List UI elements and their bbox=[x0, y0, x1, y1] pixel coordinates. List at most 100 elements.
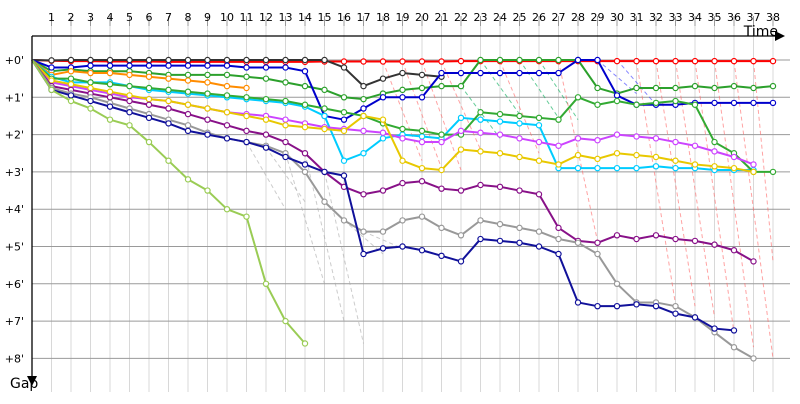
series-point bbox=[243, 112, 250, 120]
gap-connector-line bbox=[421, 61, 462, 171]
series-point bbox=[223, 82, 231, 90]
series-point bbox=[204, 116, 211, 123]
series-point bbox=[555, 235, 562, 243]
series-point bbox=[360, 250, 367, 258]
gap-connector-line bbox=[324, 171, 364, 344]
series-point bbox=[613, 302, 621, 310]
series-point bbox=[321, 86, 328, 94]
x-tick-label: 32 bbox=[649, 11, 663, 24]
series-point bbox=[321, 168, 328, 176]
series-point bbox=[652, 99, 660, 107]
series-point bbox=[223, 205, 231, 213]
series-point bbox=[340, 217, 348, 224]
series-point bbox=[126, 82, 133, 90]
series-point bbox=[418, 58, 426, 65]
series-point bbox=[711, 163, 718, 170]
x-tick-label: 10 bbox=[220, 11, 234, 24]
series-point bbox=[106, 81, 114, 88]
gap-connector-line bbox=[714, 61, 754, 348]
series-point bbox=[145, 101, 153, 108]
x-tick-label: 27 bbox=[552, 11, 566, 24]
series-point bbox=[87, 97, 94, 105]
series-point bbox=[496, 56, 504, 64]
x-tick-label: 23 bbox=[474, 11, 488, 24]
series-point bbox=[126, 71, 133, 79]
series-point bbox=[535, 56, 543, 64]
series-point bbox=[184, 127, 192, 135]
series-point bbox=[184, 62, 192, 69]
series-point bbox=[301, 168, 309, 176]
series-point bbox=[633, 164, 640, 172]
series-point bbox=[67, 67, 75, 75]
x-tick-label: 5 bbox=[126, 11, 133, 24]
series-point bbox=[477, 109, 484, 116]
gap-connector-line bbox=[558, 61, 598, 242]
series-point bbox=[730, 153, 738, 161]
series-point bbox=[418, 213, 426, 220]
series-point bbox=[438, 131, 445, 138]
series-point bbox=[418, 247, 426, 254]
series-point bbox=[204, 71, 211, 79]
series-point bbox=[613, 92, 621, 99]
series-point bbox=[184, 122, 192, 129]
series-point bbox=[106, 69, 114, 77]
series-point bbox=[457, 127, 465, 135]
gap-connector-line bbox=[597, 59, 637, 94]
series-point bbox=[126, 97, 133, 105]
series-point bbox=[535, 191, 543, 198]
series-point bbox=[262, 95, 270, 103]
series-point bbox=[243, 94, 250, 101]
series-point bbox=[496, 183, 504, 191]
series-point bbox=[379, 228, 387, 235]
series-point bbox=[204, 90, 211, 97]
series-point bbox=[67, 75, 75, 82]
series-point bbox=[457, 146, 465, 153]
series-point bbox=[457, 232, 465, 239]
series-point bbox=[165, 120, 172, 127]
y-tick-label: +2' bbox=[5, 129, 24, 142]
series-point bbox=[243, 127, 250, 135]
series-point bbox=[555, 161, 562, 168]
series-point bbox=[691, 314, 699, 321]
series-point bbox=[165, 86, 172, 94]
series-point bbox=[633, 133, 640, 140]
series-point bbox=[711, 241, 718, 248]
series-point bbox=[594, 155, 601, 163]
series-point bbox=[496, 110, 504, 118]
series-point bbox=[418, 164, 426, 172]
series-point bbox=[204, 131, 211, 138]
series-point bbox=[126, 56, 133, 64]
series-point bbox=[87, 69, 94, 77]
series-point bbox=[672, 97, 679, 105]
series-point bbox=[711, 84, 718, 92]
series-point bbox=[418, 84, 426, 92]
x-axis-arrow bbox=[775, 31, 785, 41]
series-point bbox=[613, 280, 621, 287]
gap-connector-line bbox=[616, 59, 657, 106]
gap-lines bbox=[246, 59, 774, 359]
series-point bbox=[399, 179, 406, 187]
series-point bbox=[730, 344, 738, 351]
series-point bbox=[301, 56, 309, 64]
series-point bbox=[594, 239, 601, 246]
series-point bbox=[691, 161, 699, 168]
gap-connector-line bbox=[460, 85, 501, 139]
series-point bbox=[399, 58, 406, 65]
series-point bbox=[340, 157, 348, 164]
series-point bbox=[145, 138, 153, 146]
series-point bbox=[652, 57, 660, 65]
gap-connector-line bbox=[441, 61, 481, 150]
series-point bbox=[145, 73, 153, 80]
series-point bbox=[496, 118, 504, 125]
series-point bbox=[496, 69, 504, 77]
series-point bbox=[379, 58, 387, 65]
series-point bbox=[652, 232, 660, 239]
series-point bbox=[418, 178, 426, 185]
series-point bbox=[672, 164, 679, 172]
y-tick-label: +3' bbox=[5, 166, 24, 179]
series-point bbox=[594, 56, 601, 64]
series-point bbox=[223, 56, 231, 64]
series-point bbox=[535, 69, 543, 77]
series-point bbox=[48, 57, 55, 64]
x-tick-label: 15 bbox=[318, 11, 332, 24]
